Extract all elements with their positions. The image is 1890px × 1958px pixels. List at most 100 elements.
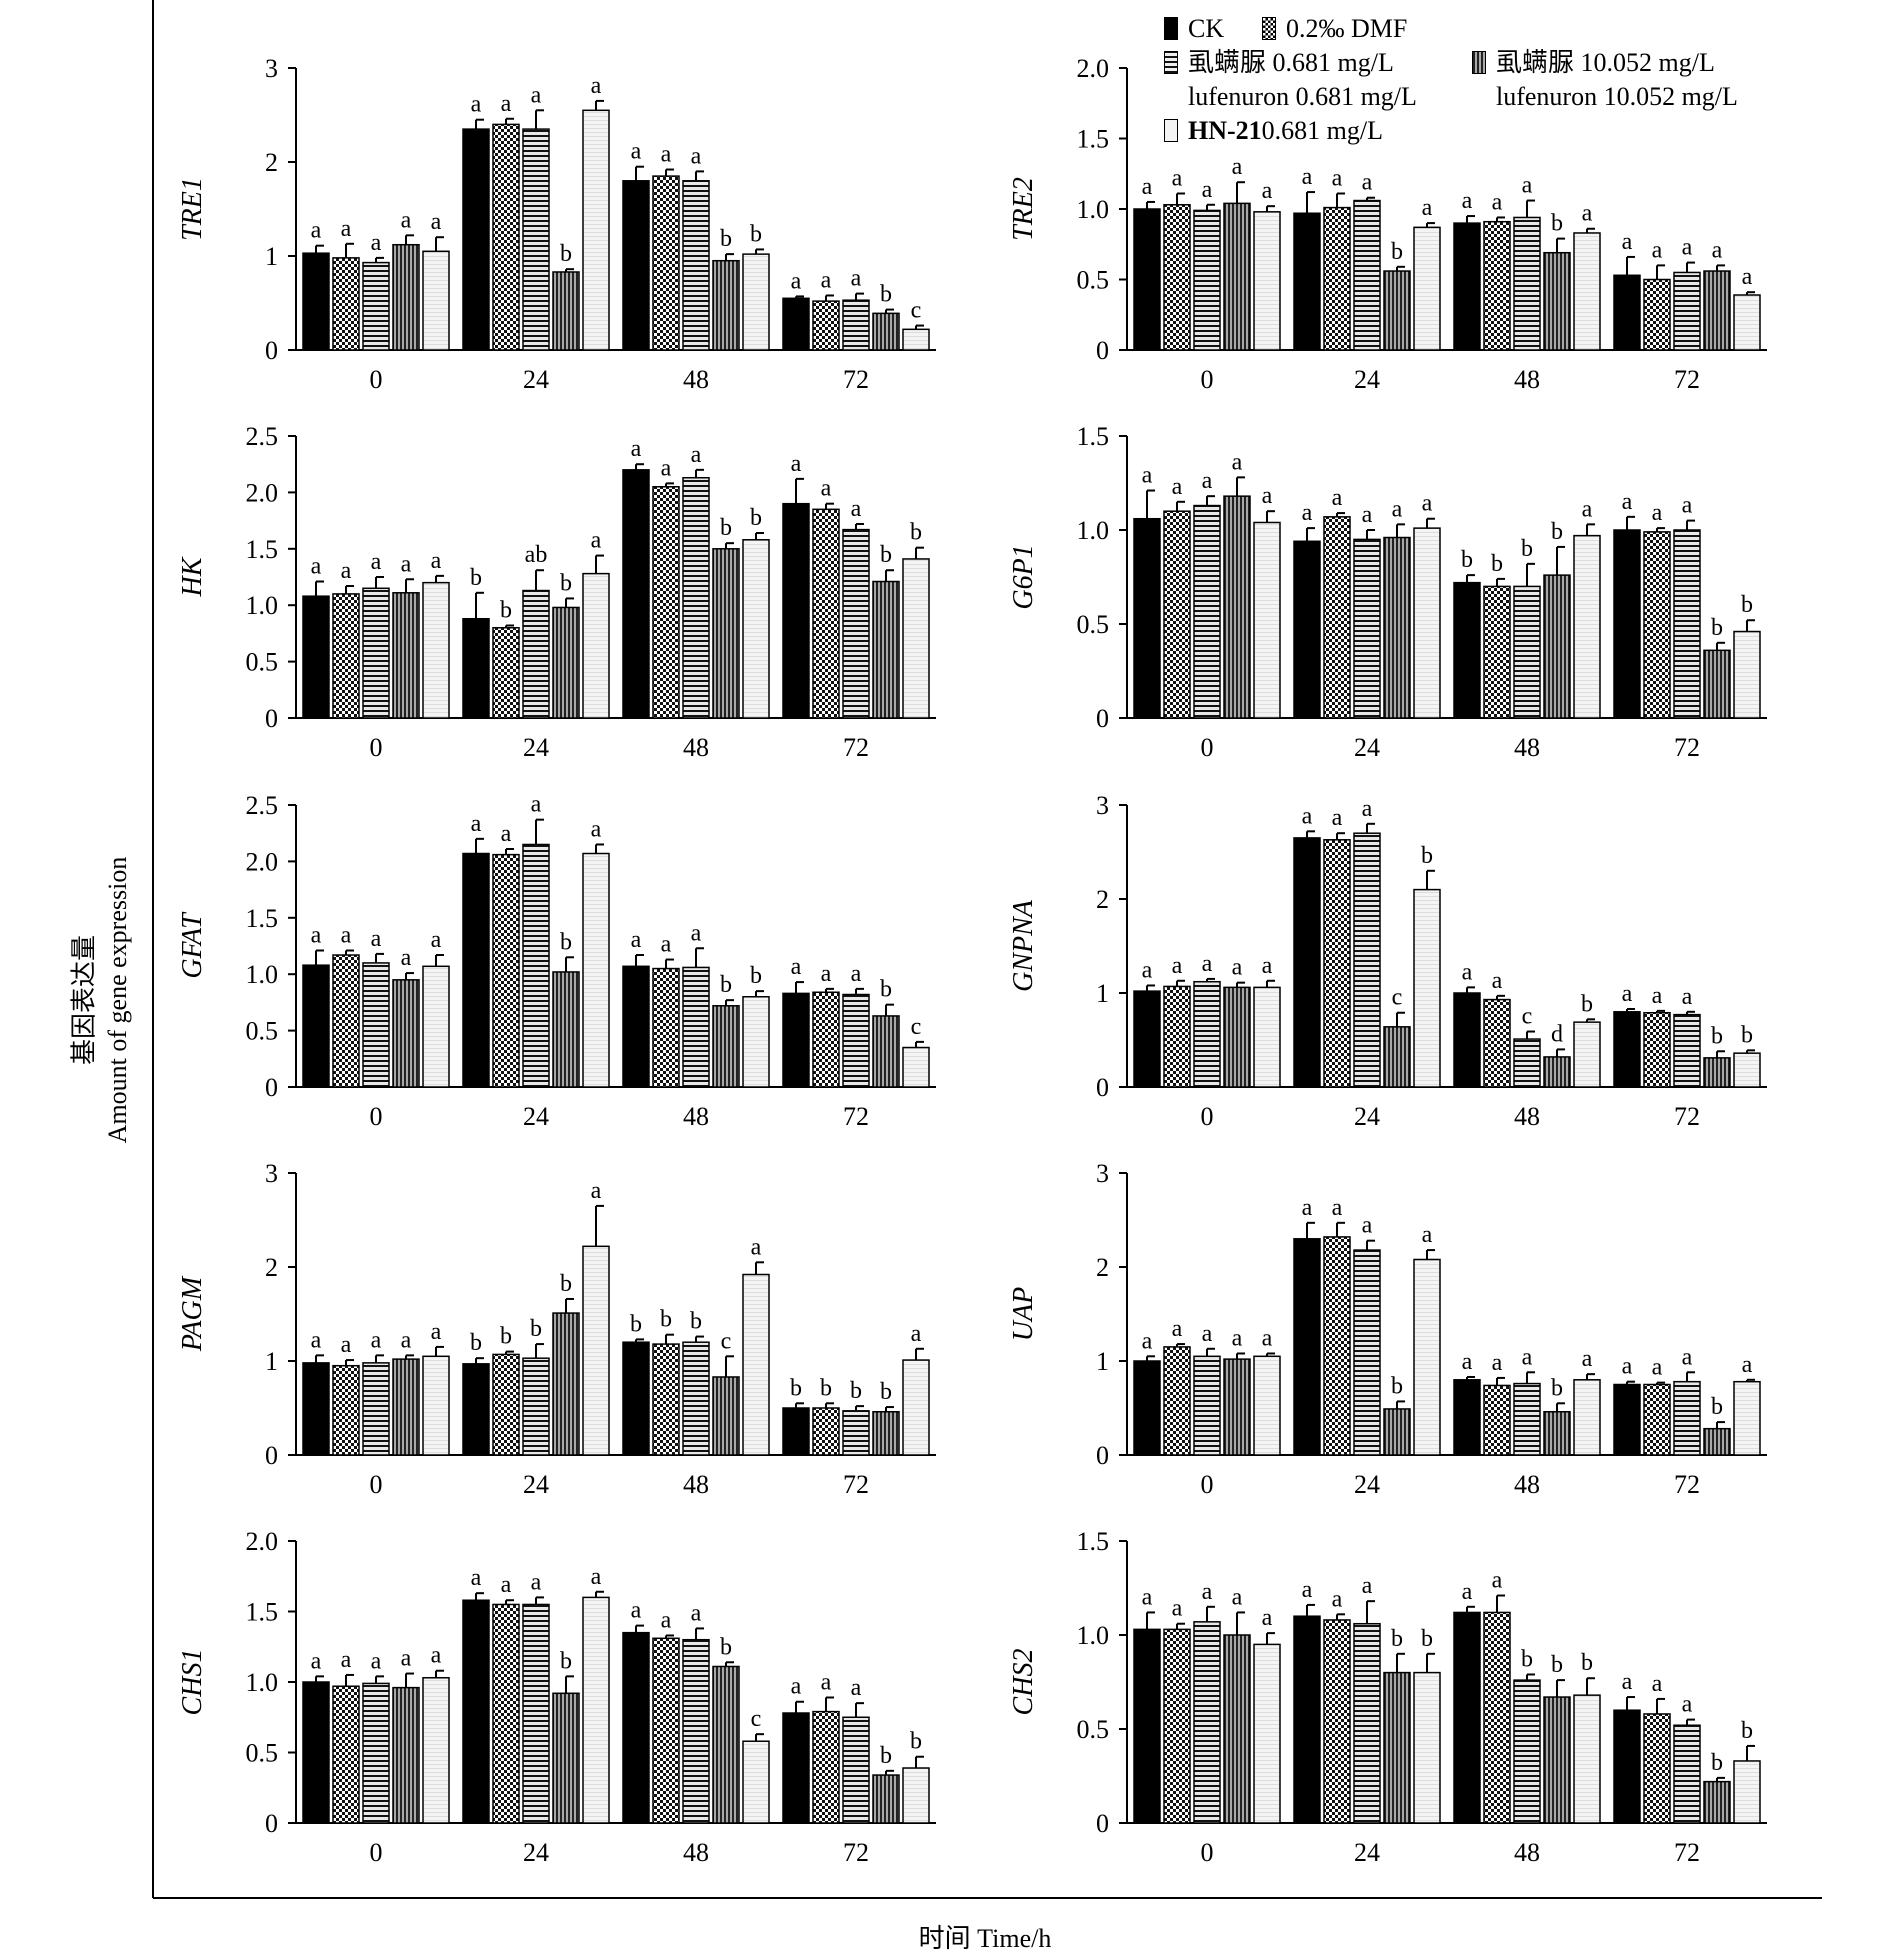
significance-letter: b (720, 972, 732, 998)
x-tick-label: 24 (523, 1838, 549, 1867)
bar (622, 469, 650, 719)
bar (552, 271, 580, 351)
bar (622, 1341, 650, 1456)
significance-letter: a (1742, 264, 1753, 290)
significance-letter: a (501, 91, 512, 117)
bar (1383, 536, 1411, 719)
significance-letter: a (851, 961, 862, 987)
significance-letter: a (1302, 164, 1313, 190)
bar (492, 1603, 520, 1824)
significance-letter: b (880, 542, 892, 568)
bar (1383, 270, 1411, 351)
x-tick-label: 0 (370, 365, 383, 394)
legend-swatch-low (1164, 51, 1178, 74)
bar (712, 259, 740, 351)
y-tick-label: 2 (265, 1253, 278, 1282)
significance-letter: b (820, 1375, 832, 1401)
bar (1733, 1380, 1761, 1456)
legend-swatch-hn21 (1164, 119, 1178, 142)
significance-letter: a (1202, 951, 1213, 977)
significance-letter: b (880, 1379, 892, 1405)
bar (392, 243, 420, 351)
y-tick-label: 0.5 (1077, 266, 1110, 295)
bar (362, 261, 390, 351)
x-tick-label: 72 (1674, 1102, 1700, 1131)
significance-letter: a (1262, 483, 1273, 509)
x-tick-label: 24 (1354, 1470, 1380, 1499)
significance-letter: a (791, 268, 802, 294)
bar (302, 252, 330, 351)
y-tick-label: 0.5 (1077, 610, 1110, 639)
legend-item-high-en: lufenuron 10.052 mg/L (1496, 80, 1738, 114)
y-tick-label: 1.5 (1077, 1527, 1110, 1556)
significance-letter: a (1172, 474, 1183, 500)
y-tick-label: 0 (265, 1073, 278, 1102)
x-tick-label: 0 (370, 1470, 383, 1499)
significance-letter: a (1492, 1568, 1503, 1594)
significance-letter: a (1302, 803, 1313, 829)
significance-letter: a (821, 476, 832, 502)
bar (622, 965, 650, 1088)
bar (1573, 232, 1601, 351)
bar (902, 328, 930, 351)
bar (332, 1685, 360, 1824)
x-tick-label: 0 (1201, 1838, 1214, 1867)
significance-letter: b (1421, 843, 1433, 869)
significance-letter: b (1581, 991, 1593, 1017)
significance-letter: a (1362, 502, 1373, 528)
x-tick-label: 24 (523, 1470, 549, 1499)
significance-letter: a (1682, 493, 1693, 519)
gene-label-gnpna: GNPNA (1008, 899, 1039, 992)
y-tick-label: 1 (1096, 979, 1109, 1008)
bar (1163, 204, 1191, 351)
y-tick-label: 1.5 (246, 1598, 279, 1627)
significance-letter: a (531, 1569, 542, 1595)
bar (1223, 495, 1251, 719)
bar (782, 992, 810, 1088)
bar (462, 1363, 490, 1456)
bar (712, 1665, 740, 1824)
significance-letter: a (1142, 1328, 1153, 1354)
bar (522, 589, 550, 719)
bar (462, 852, 490, 1088)
bar (1483, 220, 1511, 351)
significance-letter: b (630, 1311, 642, 1337)
significance-letter: a (1202, 1579, 1213, 1605)
legend-label-high-en: lufenuron 10.052 mg/L (1496, 82, 1738, 111)
bar (872, 312, 900, 351)
significance-letter: a (661, 142, 672, 168)
bar (842, 993, 870, 1088)
significance-letter: a (1462, 188, 1473, 214)
x-tick-label: 72 (843, 365, 869, 394)
significance-letter: a (1362, 1213, 1373, 1239)
bar (1253, 986, 1281, 1088)
gene-label-tre2: TRE2 (1008, 177, 1039, 241)
legend-swatch-ck (1164, 17, 1178, 40)
bar (362, 962, 390, 1088)
significance-letter: b (1551, 1652, 1563, 1678)
bar (1193, 1355, 1221, 1456)
y-tick-label: 2 (265, 148, 278, 177)
x-tick-label: 72 (843, 1102, 869, 1131)
bar (1543, 1696, 1571, 1824)
x-tick-label: 24 (1354, 1102, 1380, 1131)
bar (1383, 1026, 1411, 1088)
bar (742, 996, 770, 1088)
bar (422, 965, 450, 1088)
y-tick-label: 0 (1096, 1809, 1109, 1838)
bar (1133, 517, 1161, 719)
significance-letter: a (1622, 229, 1633, 255)
bar (492, 1353, 520, 1456)
bar (1703, 1427, 1731, 1456)
bar (302, 964, 330, 1088)
significance-letter: b (1741, 592, 1753, 618)
significance-letter: a (1172, 1316, 1183, 1342)
significance-letter: a (1172, 165, 1183, 191)
significance-letter: a (911, 1321, 922, 1347)
significance-letter: a (1682, 1344, 1693, 1370)
significance-letter: a (1362, 796, 1373, 822)
significance-letter: a (1492, 968, 1503, 994)
legend-label-low-cn: 虱螨脲 0.681 mg/L (1188, 48, 1394, 77)
significance-letter: a (631, 139, 642, 165)
significance-letter: a (591, 1564, 602, 1590)
